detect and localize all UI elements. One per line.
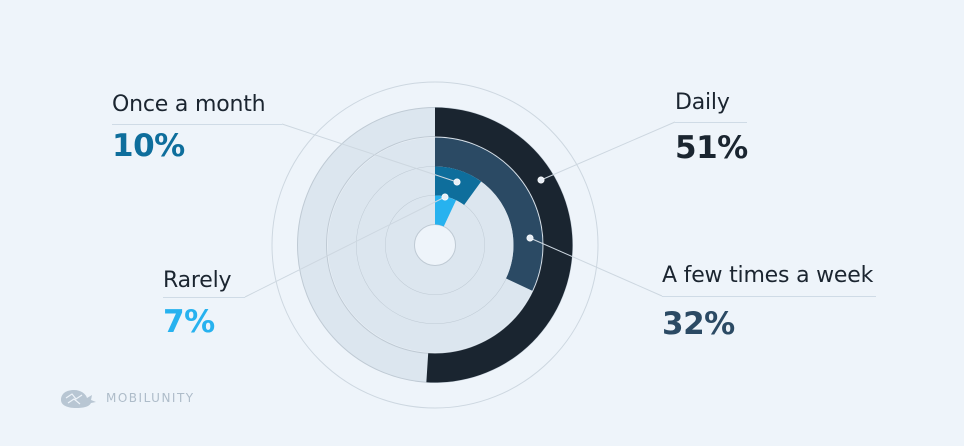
bar-rarely (435, 195, 457, 227)
value-daily: 51% (675, 130, 748, 166)
leader-line (540, 121, 676, 181)
leader-dot (453, 178, 461, 186)
leader-line (244, 196, 446, 298)
value-rarely: 7% (163, 304, 215, 340)
outer-circle (271, 81, 599, 409)
logo: MOBILUNITY (58, 386, 195, 410)
leader-dot (526, 234, 534, 242)
logo-text: MOBILUNITY (106, 391, 195, 405)
whale-icon (61, 390, 96, 408)
label-daily: Daily (675, 90, 730, 115)
leader-dot (537, 176, 545, 184)
label-rarely: Rarely (163, 268, 232, 293)
bar-daily (426, 107, 573, 383)
value-a-few-times-a-week: 32% (662, 306, 735, 342)
label-underline (662, 296, 876, 297)
label-underline (675, 122, 747, 123)
ring-separator (414, 224, 456, 266)
label-underline (112, 124, 282, 125)
leader-line (529, 237, 663, 297)
bar-a-few-times-a-week (435, 137, 543, 291)
label-underline (163, 297, 245, 298)
label-a-few-times-a-week: A few times a week (662, 263, 874, 288)
leader-line (281, 123, 458, 183)
value-once-a-month: 10% (112, 128, 185, 164)
label-once-a-month: Once a month (112, 92, 266, 117)
leader-dot (441, 193, 449, 201)
